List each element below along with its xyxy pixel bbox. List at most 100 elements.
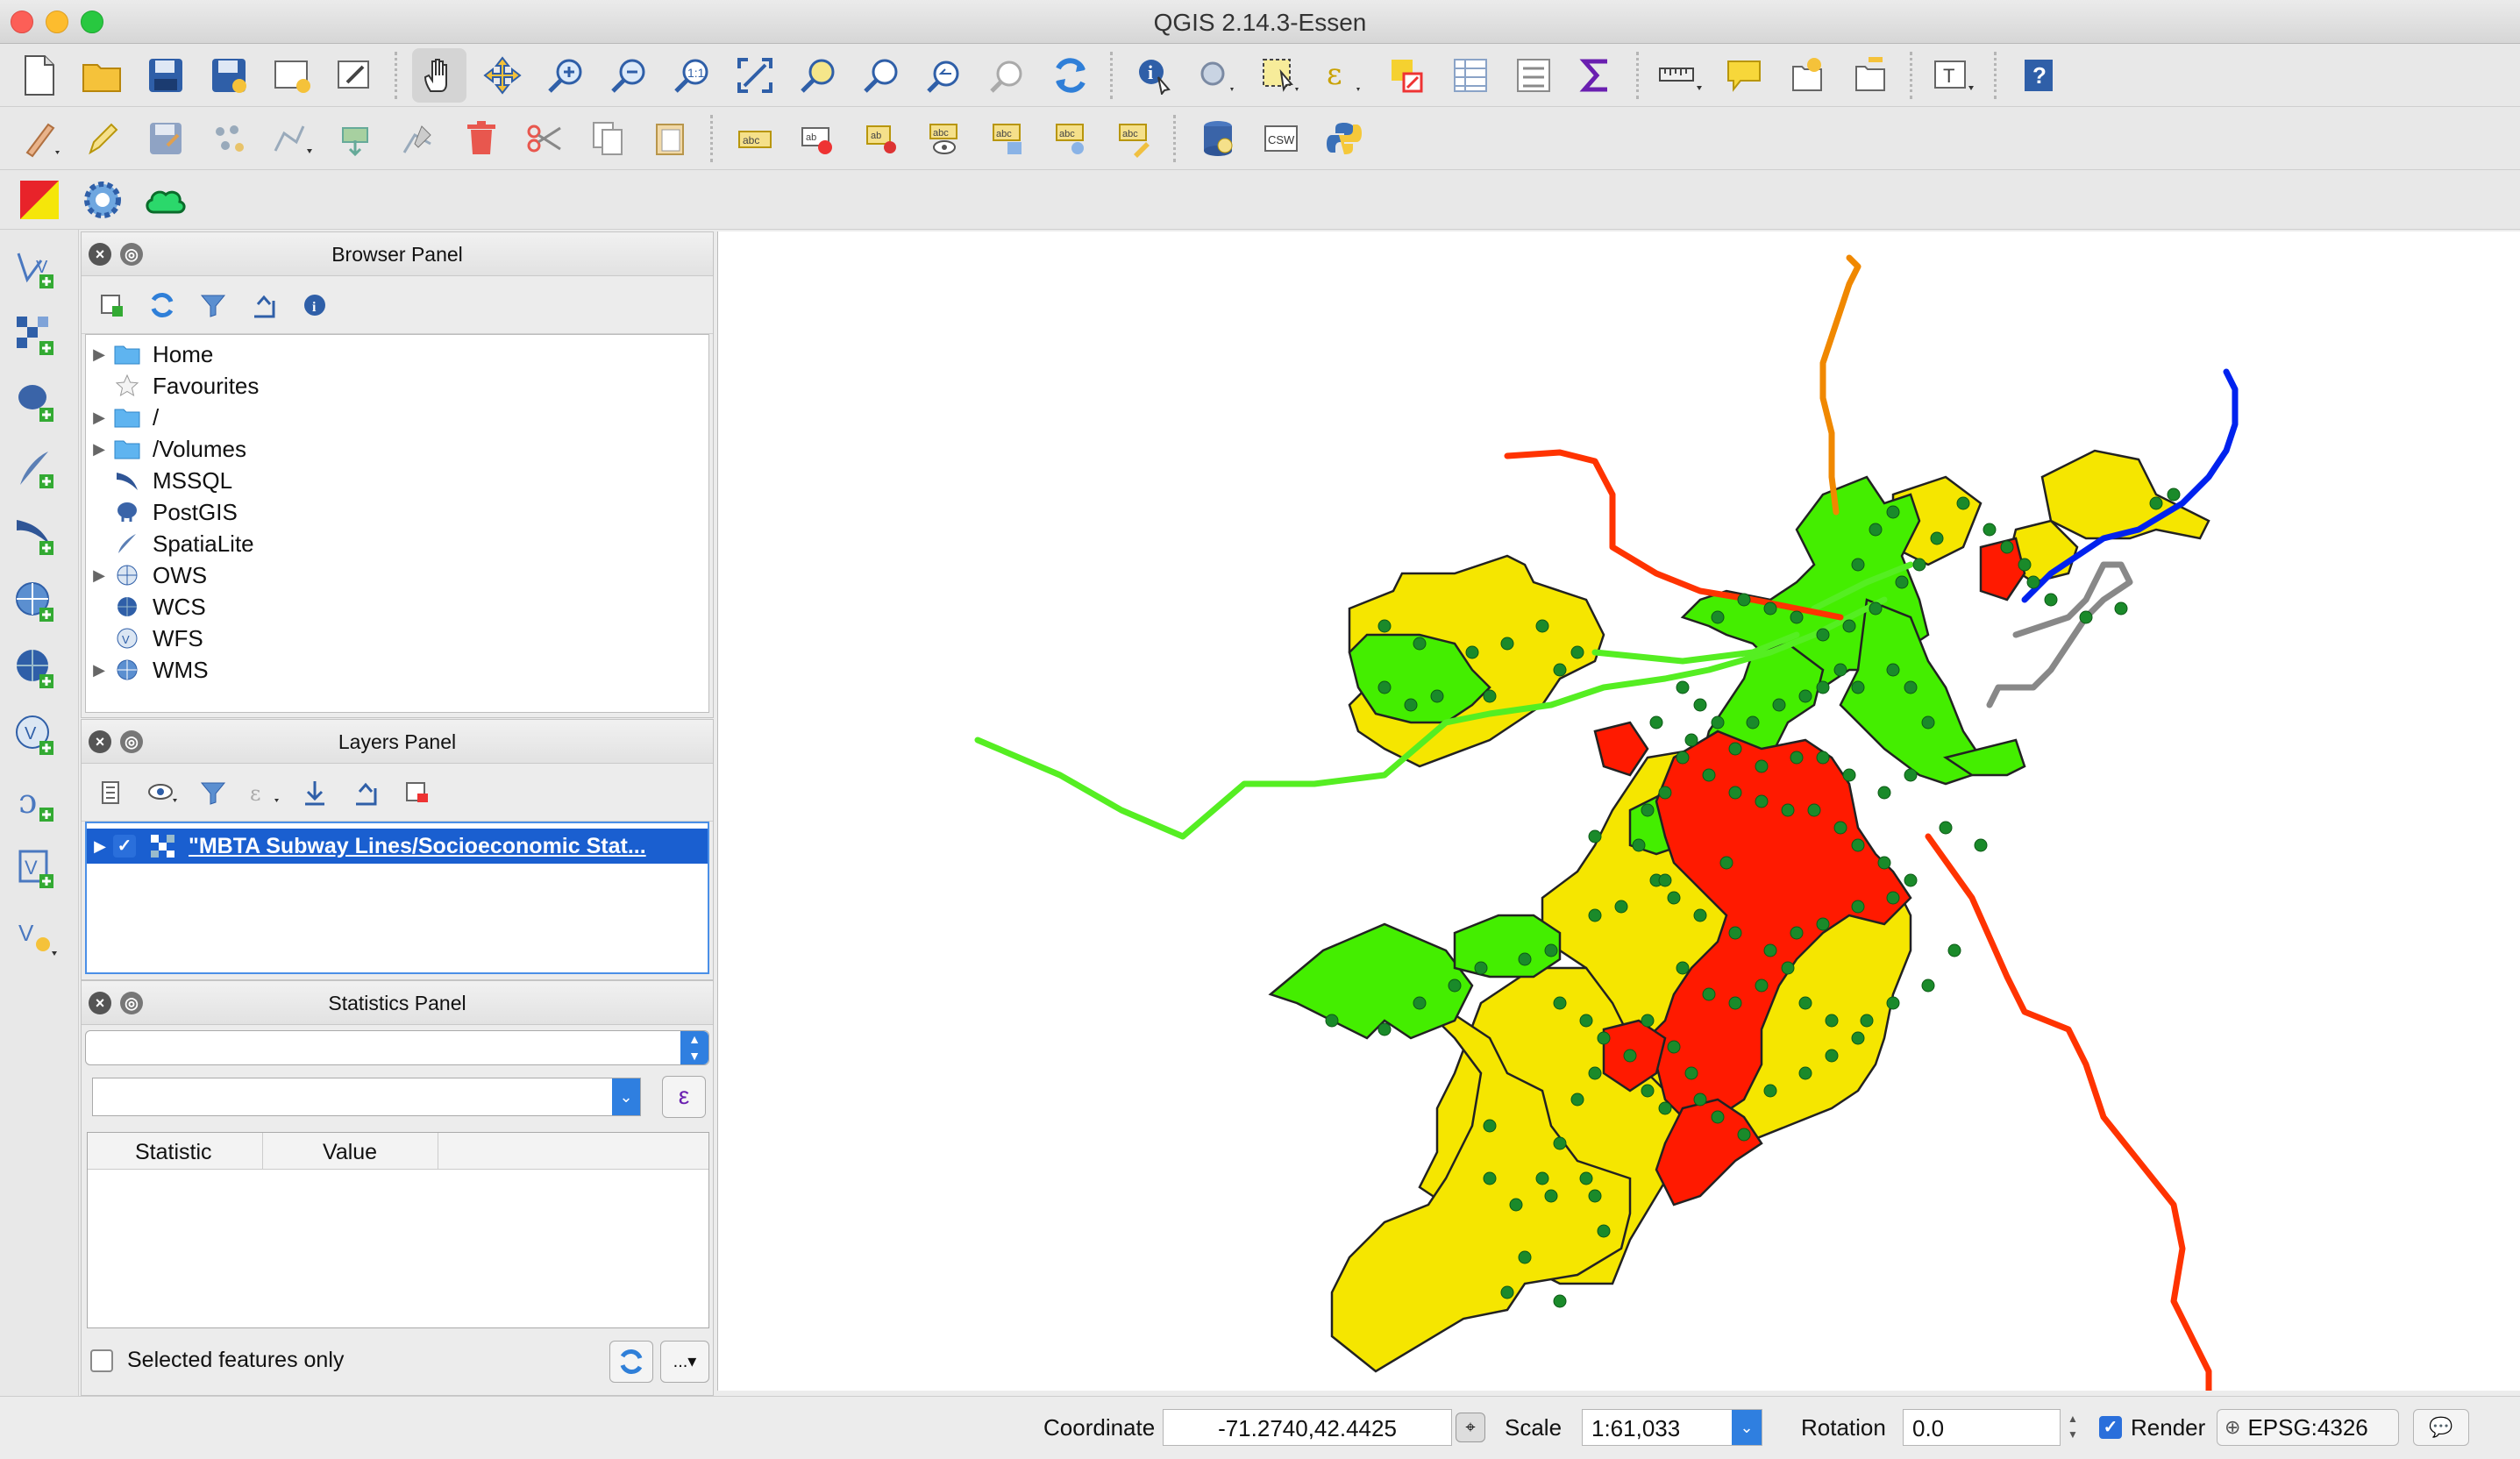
open-attribute-table-icon[interactable]	[1443, 48, 1498, 103]
expand-arrow-icon[interactable]: ▶	[94, 836, 106, 855]
browser-item-wms[interactable]: ▶ WMS	[86, 654, 708, 686]
scale-combo[interactable]: 1:61,033 ⌄	[1582, 1409, 1762, 1446]
add-postgis-layer-icon[interactable]	[9, 375, 63, 430]
composer-manager-icon[interactable]	[328, 48, 382, 103]
add-wms-layer-icon[interactable]	[9, 575, 63, 630]
statistical-summary-sigma-icon[interactable]	[1570, 48, 1624, 103]
save-project-icon[interactable]	[139, 48, 193, 103]
browser-item-home[interactable]: ▶ Home	[86, 338, 708, 370]
map-canvas[interactable]	[717, 231, 2520, 1391]
add-mssql-layer-icon[interactable]	[9, 509, 63, 563]
collapse-all-icon[interactable]	[245, 286, 283, 324]
chevron-down-icon[interactable]: ⌄	[1732, 1410, 1762, 1445]
plugin-flag-icon[interactable]	[12, 173, 67, 227]
move-label-icon[interactable]: abc	[980, 111, 1035, 166]
browser-item-wfs[interactable]: V WFS	[86, 623, 708, 654]
filter-legend-icon[interactable]	[194, 773, 232, 812]
message-log-icon[interactable]: 💬	[2413, 1409, 2469, 1446]
expand-arrow-icon[interactable]: ▶	[93, 345, 105, 363]
toggle-editing-pencil-icon[interactable]	[75, 111, 130, 166]
close-panel-icon[interactable]: ×	[89, 730, 111, 753]
cut-features-scissors-icon[interactable]	[517, 111, 572, 166]
metasearch-csw-icon[interactable]: CSW	[1254, 111, 1308, 166]
run-feature-action-icon[interactable]	[1191, 48, 1245, 103]
crs-status-button[interactable]: ⊕ EPSG:4326	[2217, 1409, 2399, 1446]
float-panel-icon[interactable]: ◎	[120, 992, 143, 1014]
browser-item-postgis[interactable]: PostGIS	[86, 496, 708, 528]
open-field-calculator-icon[interactable]	[1506, 48, 1561, 103]
close-panel-icon[interactable]: ×	[89, 992, 111, 1014]
expand-arrow-icon[interactable]: ▶	[93, 408, 105, 426]
pan-to-selection-icon[interactable]	[475, 48, 530, 103]
new-print-composer-icon[interactable]	[265, 48, 319, 103]
zoom-full-icon[interactable]	[728, 48, 782, 103]
field-select[interactable]: ⌄	[92, 1078, 641, 1116]
move-feature-icon[interactable]	[328, 111, 382, 166]
text-annotation-icon[interactable]: T	[1927, 48, 1982, 103]
layer-diagram-options-icon[interactable]: ab	[791, 111, 845, 166]
add-virtual-layer-icon[interactable]: V	[9, 842, 63, 896]
mouse-pointer-toggle-icon[interactable]: ⌖	[1456, 1413, 1485, 1442]
expression-builder-button[interactable]: ε	[662, 1076, 706, 1118]
selected-features-only-checkbox[interactable]	[90, 1349, 113, 1372]
zoom-to-selection-icon[interactable]	[791, 48, 845, 103]
recalculate-button[interactable]	[609, 1341, 653, 1383]
add-raster-layer-icon[interactable]	[9, 309, 63, 363]
column-header-statistic[interactable]: Statistic	[88, 1133, 263, 1169]
filter-legend-by-expression-icon[interactable]: ε	[245, 773, 283, 812]
manage-map-themes-eye-icon[interactable]	[143, 773, 182, 812]
new-layer-dropdown-icon[interactable]: V	[9, 908, 63, 963]
open-layer-styling-icon[interactable]	[92, 773, 131, 812]
enable-properties-info-icon[interactable]: i	[295, 286, 334, 324]
show-bookmarks-icon[interactable]	[1843, 48, 1897, 103]
browser-item-spatialite[interactable]: SpatiaLite	[86, 528, 708, 559]
rotation-spinbox[interactable]: 0.0	[1903, 1409, 2061, 1446]
add-vector-layer-icon[interactable]: V	[9, 242, 63, 296]
zoom-in-icon[interactable]	[538, 48, 593, 103]
map-tips-icon[interactable]	[1717, 48, 1771, 103]
deselect-all-icon[interactable]	[1380, 48, 1434, 103]
close-window-button[interactable]	[11, 11, 33, 33]
remove-layer-icon[interactable]	[397, 773, 436, 812]
cloud-plugin-icon[interactable]	[139, 173, 193, 227]
add-wcs-layer-icon[interactable]	[9, 642, 63, 696]
minimize-window-button[interactable]	[46, 11, 68, 33]
pan-map-hand-icon[interactable]	[412, 47, 466, 103]
save-project-as-icon[interactable]	[202, 48, 256, 103]
zoom-out-icon[interactable]	[602, 48, 656, 103]
rotate-label-icon[interactable]: abc	[1043, 111, 1098, 166]
browser-item-ows[interactable]: ▶ OWS	[86, 559, 708, 591]
expand-all-icon[interactable]	[295, 773, 334, 812]
highlight-pinned-labels-icon[interactable]: ab	[854, 111, 908, 166]
column-header-value[interactable]: Value	[263, 1133, 438, 1169]
zoom-last-icon[interactable]	[917, 48, 972, 103]
add-wfs-layer-icon[interactable]: V	[9, 708, 63, 763]
add-point-feature-icon[interactable]	[202, 111, 256, 166]
help-icon[interactable]: ?	[2011, 48, 2066, 103]
new-bookmark-icon[interactable]	[1780, 48, 1834, 103]
identify-features-icon[interactable]: i	[1128, 48, 1182, 103]
browser-item-wcs[interactable]: WCS	[86, 591, 708, 623]
collapse-all-layers-icon[interactable]	[346, 773, 385, 812]
paste-features-icon[interactable]	[644, 111, 698, 166]
open-project-icon[interactable]	[75, 48, 130, 103]
browser-item-[interactable]: ▶ /	[86, 402, 708, 433]
filter-browser-icon[interactable]	[194, 286, 232, 324]
expand-arrow-icon[interactable]: ▶	[93, 660, 105, 679]
add-line-feature-icon[interactable]	[265, 111, 319, 166]
current-edits-icon[interactable]	[12, 111, 67, 166]
delete-selected-trash-icon[interactable]	[454, 111, 509, 166]
show-hide-labels-icon[interactable]: abc	[917, 111, 972, 166]
render-checkbox[interactable]: ✓	[2099, 1416, 2122, 1439]
node-tool-icon[interactable]	[391, 111, 445, 166]
expand-arrow-icon[interactable]: ▶	[93, 439, 105, 458]
db-manager-icon[interactable]	[1191, 111, 1245, 166]
layer-row-mbta[interactable]: ▶ ✓ "MBTA Subway Lines/Socioeconomic Sta…	[87, 829, 708, 864]
new-project-icon[interactable]	[12, 48, 67, 103]
python-console-icon[interactable]	[1317, 111, 1371, 166]
processing-gear-icon[interactable]	[75, 173, 130, 227]
copy-features-icon[interactable]	[580, 111, 635, 166]
selected-features-only-option[interactable]: Selected features only	[90, 1348, 344, 1373]
add-delimited-text-layer-icon[interactable]: ɔ	[9, 775, 63, 829]
select-by-expression-icon[interactable]: ε	[1317, 48, 1371, 103]
